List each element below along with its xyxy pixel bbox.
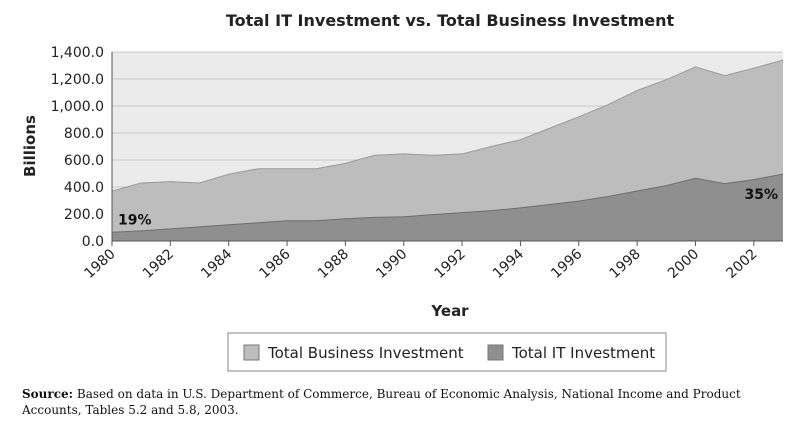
annotations: 19% 35% (118, 187, 778, 229)
legend-swatch-0 (243, 344, 260, 361)
x-tick-label-2: 1984 (198, 246, 235, 282)
annotation-1: 35% (744, 187, 778, 203)
y-tick-label-4: 800.0 (64, 126, 104, 142)
x-tick-label-10: 2000 (665, 246, 702, 282)
y-axis-label: Billions (21, 115, 39, 177)
y-tick-label-7: 1,400.0 (51, 45, 104, 61)
source-label: Source: (22, 387, 74, 401)
legend-label-1: Total IT Investment (511, 344, 655, 362)
x-tick-labels: 1980 1982 1984 1986 1988 1990 1992 1994 1996 1998… (81, 241, 761, 282)
x-tick-label-11: 2002 (723, 246, 760, 282)
x-tick-label-0: 1980 (81, 246, 118, 282)
annotation-0: 19% (118, 212, 152, 228)
x-tick-label-4: 1988 (315, 246, 352, 282)
y-tick-label-0: 0.0 (82, 234, 104, 250)
y-tick-label-5: 1,000.0 (51, 99, 104, 115)
source-text: Based on data in U.S. Department of Comm… (22, 387, 741, 417)
series-line-1 (111, 173, 784, 233)
x-tick-label-7: 1994 (490, 246, 527, 282)
x-axis-label: Year (430, 302, 469, 320)
x-tick-label-6: 1992 (432, 246, 469, 282)
legend-label-0: Total Business Investment (267, 344, 464, 362)
y-tick-label-3: 600.0 (64, 153, 104, 169)
axes (111, 52, 783, 242)
x-tick-label-8: 1996 (548, 246, 585, 282)
y-tick-labels: 0.0 200.0 400.0 600.0 800.0 1,000.0 1,200.0 1,4… (51, 45, 104, 250)
series-line-0 (111, 59, 784, 192)
y-tick-label-6: 1,200.0 (51, 72, 104, 88)
legend: Total Business Investment Total IT Invest… (227, 332, 667, 372)
x-tick-label-3: 1986 (257, 246, 294, 282)
source-note: Source: Based on data in U.S. Department… (22, 386, 782, 418)
y-tick-label-2: 400.0 (64, 180, 104, 196)
chart: Total IT Investment vs. Total Business I… (21, 11, 784, 372)
x-tick-label-9: 1998 (607, 246, 644, 282)
x-tick-label-5: 1990 (373, 246, 410, 282)
chart-title: Total IT Investment vs. Total Business I… (226, 11, 675, 30)
y-tick-label-1: 200.0 (64, 207, 104, 223)
series-area-1 (112, 174, 783, 241)
series-areas (111, 59, 784, 241)
legend-box (227, 332, 667, 372)
legend-swatch-1 (487, 344, 504, 361)
x-tick-label-1: 1982 (140, 246, 177, 282)
